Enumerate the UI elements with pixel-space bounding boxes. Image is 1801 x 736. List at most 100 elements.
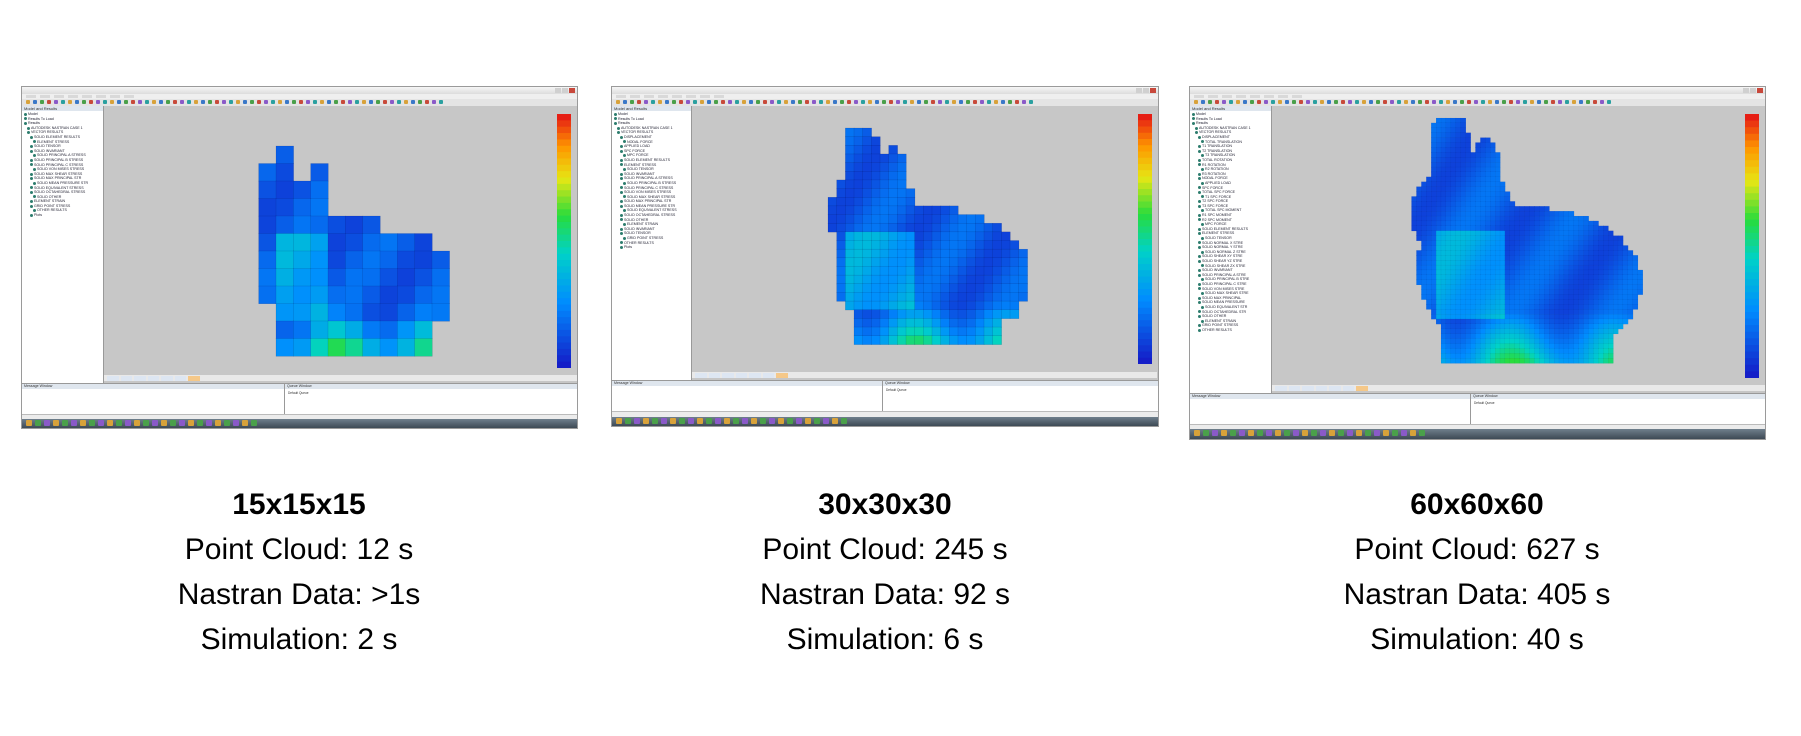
toolbar-icon[interactable] — [1530, 100, 1534, 104]
toolbar-icon[interactable] — [952, 100, 956, 104]
tree-item[interactable]: T3 TRANSLATION — [1192, 153, 1271, 158]
taskbar-app-icon[interactable] — [143, 420, 149, 426]
toolbar-icon[interactable] — [1551, 100, 1555, 104]
toolbar-icon[interactable] — [1572, 100, 1576, 104]
toolbar-icon[interactable] — [840, 100, 844, 104]
tree-item[interactable]: SOLID PRINCIPAL C STRESS — [614, 186, 691, 191]
toolbar-icon[interactable] — [945, 100, 949, 104]
taskbar-app-icon[interactable] — [760, 418, 766, 424]
taskbar-app-icon[interactable] — [634, 418, 640, 424]
toolbar-icon[interactable] — [1432, 100, 1436, 104]
toolbar-icon[interactable] — [1320, 100, 1324, 104]
taskbar-app-icon[interactable] — [787, 418, 793, 424]
toolbar-icon[interactable] — [854, 100, 858, 104]
taskbar-app-icon[interactable] — [769, 418, 775, 424]
toolbar-icon[interactable] — [257, 100, 261, 104]
viewport-tab[interactable] — [735, 372, 748, 378]
taskbar-app-icon[interactable] — [233, 420, 239, 426]
taskbar-app-icon[interactable] — [224, 420, 230, 426]
taskbar-app-icon[interactable] — [625, 418, 631, 424]
tree-item[interactable]: SPC FORCE — [614, 149, 691, 154]
toolbar-icon[interactable] — [250, 100, 254, 104]
toolbar-icon[interactable] — [1516, 100, 1520, 104]
taskbar-app-icon[interactable] — [1293, 430, 1299, 436]
viewport-tab[interactable] — [1275, 385, 1287, 391]
viewport-tab[interactable] — [722, 372, 734, 378]
menu-item[interactable] — [1222, 95, 1232, 98]
menu-item[interactable] — [1250, 95, 1260, 98]
close-icon[interactable] — [1757, 88, 1763, 93]
toolbar-icon[interactable] — [910, 100, 914, 104]
toolbar-icon[interactable] — [1327, 100, 1331, 104]
toolbar-icon[interactable] — [798, 100, 802, 104]
tree-item[interactable]: SOLID TENSOR — [24, 144, 103, 149]
toolbar-icon[interactable] — [1411, 100, 1415, 104]
maximize-icon[interactable] — [1750, 88, 1756, 93]
taskbar-app-icon[interactable] — [1248, 430, 1254, 436]
taskbar-app-icon[interactable] — [733, 418, 739, 424]
tree-item[interactable]: GRID POINT STRESS — [1192, 323, 1271, 328]
viewport-tab[interactable] — [1329, 385, 1341, 391]
toolbar-icon[interactable] — [1334, 100, 1338, 104]
minimize-icon[interactable] — [1136, 88, 1142, 93]
taskbar-app-icon[interactable] — [1194, 430, 1200, 436]
toolbar-icon[interactable] — [651, 100, 655, 104]
taskbar-app-icon[interactable] — [44, 420, 50, 426]
menu-item[interactable] — [1278, 95, 1288, 98]
viewport-tab[interactable] — [1356, 385, 1368, 391]
taskbar-app-icon[interactable] — [1374, 430, 1380, 436]
toolbar-icon[interactable] — [714, 100, 718, 104]
menu-item[interactable] — [1208, 95, 1218, 98]
toolbar-icon[interactable] — [1341, 100, 1345, 104]
taskbar-app-icon[interactable] — [715, 418, 721, 424]
taskbar-app-icon[interactable] — [706, 418, 712, 424]
toolbar-icon[interactable] — [756, 100, 760, 104]
tree-item[interactable]: MPC FORCE — [1192, 222, 1271, 227]
toolbar-icon[interactable] — [1299, 100, 1303, 104]
taskbar-app-icon[interactable] — [778, 418, 784, 424]
toolbar-icon[interactable] — [903, 100, 907, 104]
taskbar-app-icon[interactable] — [796, 418, 802, 424]
tree-item[interactable]: R3 ROTATION — [1192, 172, 1271, 177]
taskbar-app-icon[interactable] — [643, 418, 649, 424]
toolbar-icon[interactable] — [1376, 100, 1380, 104]
toolbar-icon[interactable] — [138, 100, 142, 104]
tree-item[interactable]: SOLID TENSOR — [614, 231, 691, 236]
tree-item[interactable]: SOLID MAX SHEAR STRESS — [24, 172, 103, 177]
toolbar-icon[interactable] — [33, 100, 37, 104]
tree-item[interactable]: R2 ROTATION — [1192, 167, 1271, 172]
toolbar-icon[interactable] — [1001, 100, 1005, 104]
tree-item[interactable]: AUTODESK NASTRAN CASE 1 — [1192, 126, 1271, 131]
toolbar-icon[interactable] — [292, 100, 296, 104]
tree-item[interactable]: SOLID PRINCIPAL C STRE — [1192, 282, 1271, 287]
tree-item[interactable]: SOLID SHEAR ZX STRE — [1192, 264, 1271, 269]
toolbar-icon[interactable] — [180, 100, 184, 104]
toolbar-icon[interactable] — [208, 100, 212, 104]
taskbar-app-icon[interactable] — [215, 420, 221, 426]
toolbar-icon[interactable] — [1201, 100, 1205, 104]
tree-item[interactable]: TOTAL ROTATION — [1192, 158, 1271, 163]
toolbar-icon[interactable] — [1222, 100, 1226, 104]
tree-item[interactable]: VECTOR RESULTS — [614, 130, 691, 135]
tree-item[interactable]: SOLID NORMAL Z STRE — [1192, 250, 1271, 255]
toolbar-icon[interactable] — [1607, 100, 1611, 104]
tree-item[interactable]: ELEMENT STRAIN — [1192, 319, 1271, 324]
toolbar-icon[interactable] — [320, 100, 324, 104]
toolbar-icon[interactable] — [791, 100, 795, 104]
taskbar-app-icon[interactable] — [1230, 430, 1236, 436]
menu-item[interactable] — [630, 95, 640, 98]
toolbar-icon[interactable] — [847, 100, 851, 104]
toolbar-icon[interactable] — [686, 100, 690, 104]
tree-item[interactable]: T2 TRANSLATION — [1192, 149, 1271, 154]
taskbar-app-icon[interactable] — [1257, 430, 1263, 436]
toolbar-icon[interactable] — [222, 100, 226, 104]
close-icon[interactable] — [569, 88, 575, 93]
tree-item[interactable]: SOLID MEAN PRESSURE STR — [24, 181, 103, 186]
toolbar-icon[interactable] — [299, 100, 303, 104]
tree-item[interactable]: SOLID VON MISES STRESS — [614, 190, 691, 195]
viewport-tab[interactable] — [120, 375, 133, 381]
tree-item[interactable]: T2 SPC FORCE — [1192, 199, 1271, 204]
toolbar-icon[interactable] — [826, 100, 830, 104]
toolbar-icon[interactable] — [1250, 100, 1254, 104]
toolbar-icon[interactable] — [896, 100, 900, 104]
